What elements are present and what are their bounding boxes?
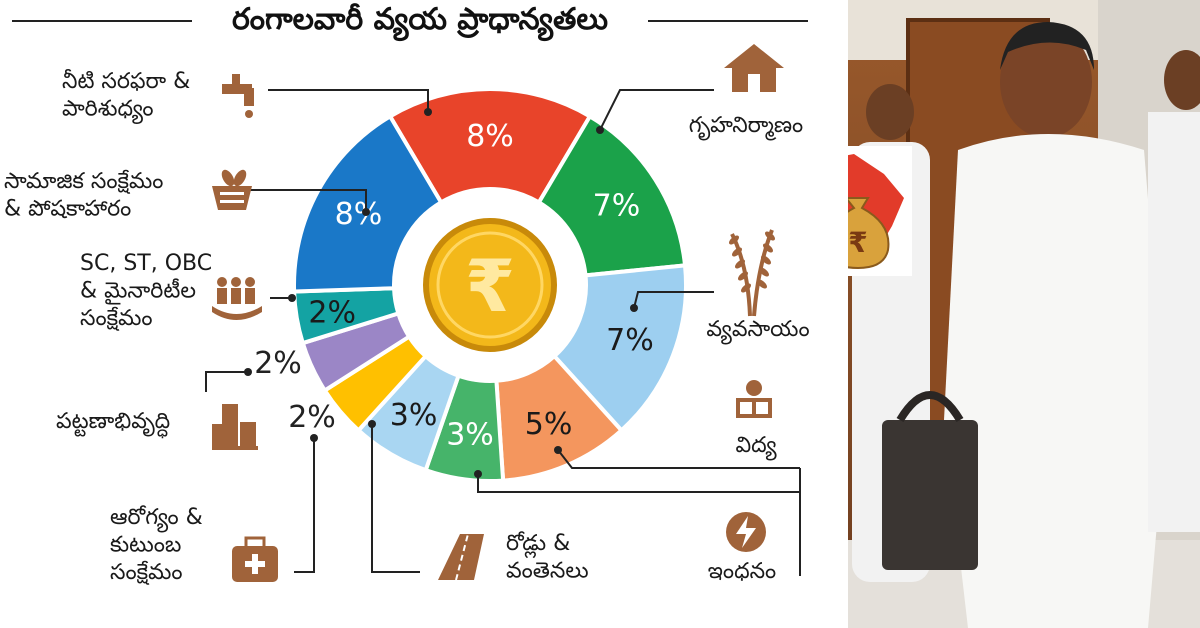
category-label: నీటి సరఫరా & పారిశుధ్యం	[62, 69, 190, 125]
lightning-icon	[726, 512, 766, 552]
man-main-head	[1000, 26, 1092, 138]
medical-kit-icon	[232, 536, 278, 582]
photo-panel: ₹	[848, 0, 1200, 628]
leader-dot	[368, 420, 376, 428]
pie-slice[interactable]	[292, 113, 444, 294]
rupee-symbol: ₹	[465, 244, 515, 328]
slice-value-label: 3%	[446, 418, 494, 453]
slice-value-label: 2%	[254, 346, 302, 381]
slice-value-label: 7%	[606, 323, 654, 358]
slice-value-label: 7%	[593, 188, 641, 223]
rupee-coin-icon	[423, 218, 557, 352]
money-bag	[848, 197, 890, 270]
category-label: ఆరోగ్యం & కుటుంబ సంక్షేమం	[110, 505, 203, 585]
people-in-hand-icon	[212, 277, 262, 320]
leader-line	[557, 449, 800, 469]
coin-rim	[436, 231, 544, 339]
category-label: SC, ST, OBC & మైనారిటీల సంక్షేమం	[80, 251, 212, 331]
man-right-body	[1148, 112, 1200, 532]
water-tap-icon	[222, 74, 254, 118]
telangana-map-money-bag-icon: ₹	[848, 146, 912, 276]
food-basket-icon	[212, 169, 252, 210]
leader-dot	[424, 108, 432, 116]
title-row: రంగాలవారీ వ్యయ ప్రాధాన్యతలు	[0, 0, 840, 40]
slice-value-label: 8%	[466, 119, 514, 154]
category-label: గృహనిర్మాణం	[689, 113, 803, 141]
leader-line	[371, 424, 420, 573]
buildings-icon	[212, 404, 258, 450]
leader-dot	[362, 208, 370, 216]
pie-slice[interactable]	[387, 87, 593, 206]
wheat-icon	[729, 229, 775, 317]
leader-dot	[310, 434, 318, 442]
leader-line	[294, 438, 315, 573]
slice-value-label: 2%	[288, 400, 336, 435]
briefcase-handle	[896, 391, 964, 423]
title-rule-right	[648, 20, 808, 22]
man-main-body	[944, 134, 1166, 628]
leader-line	[633, 291, 714, 309]
infographic-panel: రంగాలవారీ వ్యయ ప్రాధాన్యతలు 8% 7% 7% 5% 3% 3%…	[0, 0, 840, 585]
leader-line	[238, 189, 367, 212]
man-right-head	[1164, 50, 1200, 110]
title-rule-left	[12, 20, 192, 22]
student-reading-icon	[736, 380, 772, 418]
slice-value-label: 2%	[308, 296, 356, 331]
slice-value-label: 3%	[390, 398, 438, 433]
category-label: రోడ్లు & వంతెనలు	[506, 531, 589, 584]
chart-title: రంగాలవారీ వ్యయ ప్రాధాన్యతలు	[232, 2, 608, 37]
svg-text:₹: ₹	[848, 226, 867, 259]
slice-value-label: 5%	[525, 407, 573, 442]
man-left-head	[866, 84, 914, 140]
leader-dot	[288, 294, 296, 302]
category-label: సామాజిక సంక్షేమం & పోషకాహారం	[4, 169, 163, 222]
leader-line	[205, 371, 250, 392]
leader-line	[268, 89, 429, 112]
leader-line	[477, 474, 801, 576]
slice-value-label: 8%	[335, 197, 383, 232]
category-label: పట్టణాభివృద్ధి	[56, 409, 170, 439]
leader-line	[599, 89, 714, 131]
house-icon	[724, 44, 784, 92]
leader-dot	[474, 470, 482, 478]
man-main-hair	[1000, 22, 1094, 70]
leader-dot	[596, 126, 604, 134]
category-label: విద్య	[735, 433, 777, 461]
road-icon	[438, 533, 484, 581]
leader-dot	[554, 446, 562, 454]
leader-dot	[244, 368, 252, 376]
briefcase	[882, 420, 978, 570]
pie-chart: 8%7%7%5%3%3%2%2%2%8%₹నీటి సరఫరా & పారిశుధ…	[4, 44, 810, 585]
leader-dot	[630, 304, 638, 312]
category-label: వ్యవసాయం	[706, 317, 809, 345]
category-label: ఇంధనం	[708, 559, 776, 584]
